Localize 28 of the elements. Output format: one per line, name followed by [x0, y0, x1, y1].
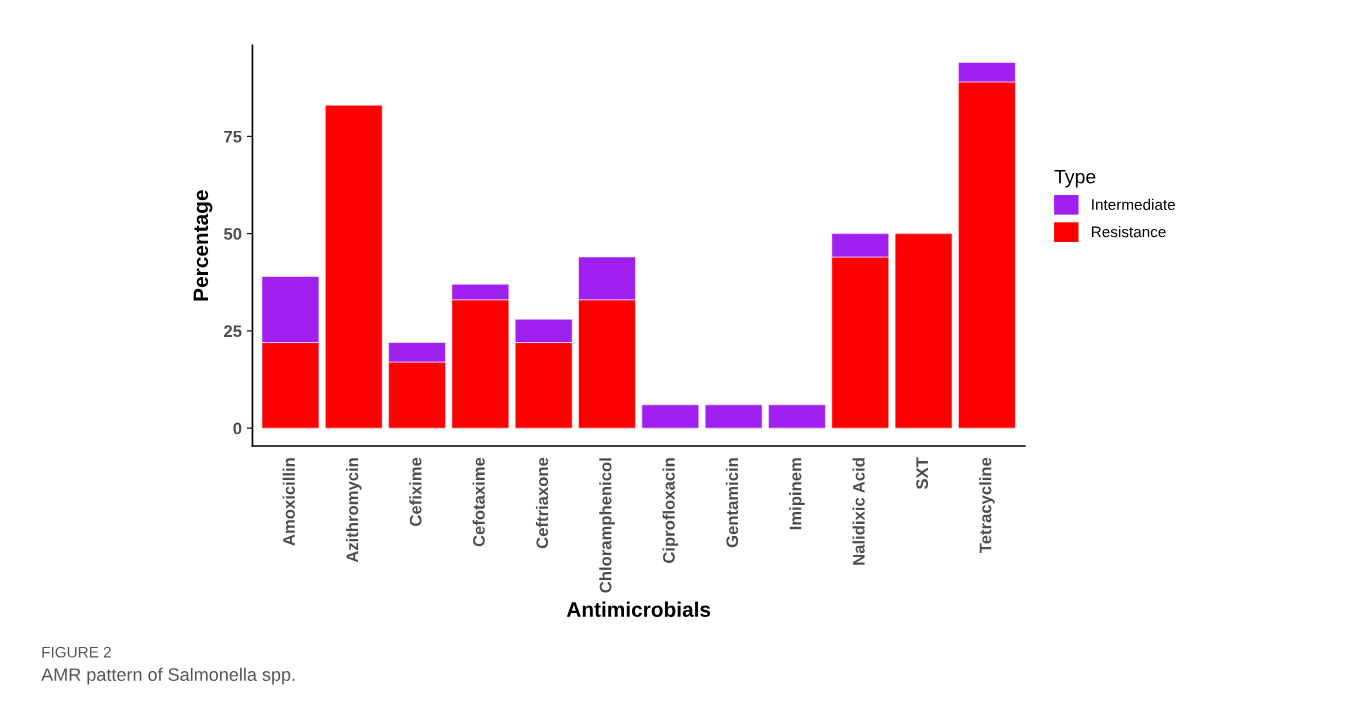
bar — [324, 104, 383, 429]
legend-label: Intermediate — [1092, 198, 1175, 210]
x-tick-label: Tetracycline — [979, 457, 995, 553]
y-tick-label: 25 — [224, 325, 242, 338]
y-tick-label: 75 — [224, 130, 242, 143]
y-tick-label: 0 — [233, 422, 242, 435]
y-axis-title: Percentage — [193, 190, 213, 301]
x-tick-label: Nalidixic Acid — [852, 458, 865, 565]
x-tick-label: Gentamicin — [725, 458, 739, 548]
x-tick-label: Amoxicillin — [282, 458, 295, 546]
x-tick-label: Imipinem — [789, 458, 805, 530]
x-axis-title: Antimicrobials — [566, 601, 711, 617]
bar — [894, 233, 953, 429]
x-tick-label: Cefotaxime — [472, 457, 485, 547]
x-tick-label: Cefixime — [409, 457, 422, 526]
x-tick-label: Ciprofloxacin — [662, 458, 679, 563]
x-tick-label: Azithromycin — [345, 458, 362, 563]
bar — [641, 404, 700, 429]
x-tick-label: Ceftriaxone — [535, 457, 549, 549]
text: AMR pattern of Salmonella spp. — [41, 667, 295, 685]
legend-label: Resistance — [1092, 226, 1166, 238]
caption: FIGURE 2 — [42, 646, 111, 658]
x-tick-label: SXT — [916, 457, 929, 490]
x-tick-label: Chloramphenicol — [599, 458, 615, 593]
legend-title: Type — [1054, 169, 1096, 188]
y-tick-label: 50 — [224, 228, 242, 240]
bar — [704, 404, 763, 429]
bar — [768, 404, 826, 429]
